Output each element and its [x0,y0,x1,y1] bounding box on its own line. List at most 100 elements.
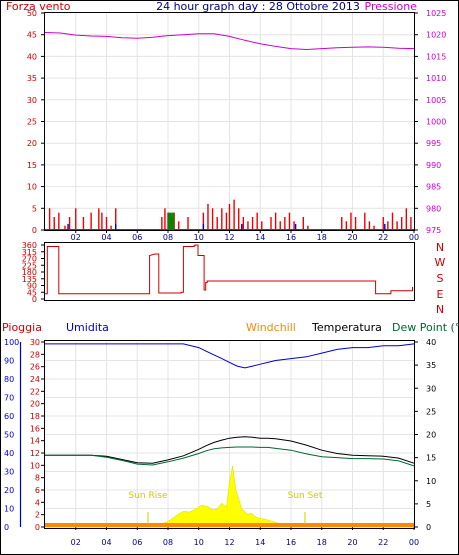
humidity-tick-label: 40 [4,449,14,458]
humidity-tick-label: 30 [4,468,14,477]
wind-tick-label: 20 [27,139,37,148]
time-tick-label: 04 [101,233,111,242]
pressure-tick-label: 995 [426,139,441,148]
pressure-axis-title: Pressione [365,0,418,13]
wind-pressure-time-axis: 02 04 06 08 10 12 14 16 18 20 22 00 [71,230,419,242]
compass-label: W [435,256,446,269]
time-tick-label: 12 [224,538,234,547]
wind-tick-label: 35 [27,74,37,83]
humidity-tick-label: 100 [4,338,19,347]
humidity-tick-label: 70 [4,394,14,403]
wind-tick-label: 40 [27,52,37,61]
rain-tick-label: 4 [35,498,40,507]
dewpoint-series [45,446,415,467]
wind-tick-label: 15 [27,161,37,170]
pressure-axis: 975 980 985 990 995 1000 1005 1010 1015 1020 1025 [414,9,446,235]
rain-tick-label: 24 [30,375,40,384]
pressure-tick-label: 1020 [426,31,446,40]
time-tick-label: 16 [286,233,296,242]
humidity-tick-label: 0 [4,523,9,532]
rain-tick-label: 30 [30,338,40,347]
temperature-tick-label: 10 [426,477,436,486]
direction-tick-label: 270 [22,255,37,264]
wind-speed-axis: 0 5 10 15 20 25 30 35 40 45 50 [27,9,45,235]
direction-tick-label: 0 [32,295,37,304]
legend-dewpoint: Dew Point (°C [392,321,459,334]
rain-tick-label: 6 [35,486,40,495]
temp-humidity-grid [45,342,414,527]
humidity-tick-label: 80 [4,375,14,384]
time-tick-label: 16 [286,538,296,547]
time-tick-label: 14 [255,538,265,547]
pressure-tick-label: 985 [426,183,441,192]
rain-tick-label: 14 [30,437,40,446]
wind-tick-label: 45 [27,31,37,40]
direction-tick-label: 90 [27,282,37,291]
time-tick-label: 00 [409,233,419,242]
pressure-tick-label: 1005 [426,96,446,105]
humidity-series [45,343,415,369]
time-tick-label: 10 [194,538,204,547]
pressure-tick-label: 1025 [426,9,446,18]
time-tick-label: 04 [101,538,111,547]
pressure-tick-label: 990 [426,161,441,170]
compass-label: N [436,303,444,316]
rain-tick-label: 18 [30,412,40,421]
time-tick-label: 08 [163,233,173,242]
gust-marker [115,223,117,230]
time-tick-label: 20 [347,538,357,547]
temperature-series [45,436,415,464]
wind-axis-title: Forza vento [6,0,71,13]
rain-tick-label: 28 [30,350,40,359]
wind-tick-label: 50 [27,9,37,18]
temperature-tick-label: 15 [426,454,436,463]
direction-tick-label: 135 [22,275,37,284]
direction-tick-label: 360 [22,241,37,250]
chart-title: 24 hour graph day : 28 Ottobre 2013 [156,0,360,13]
wind-tick-label: 0 [32,226,37,235]
humidity-tick-label: 60 [4,412,14,421]
time-tick-label: 10 [194,233,204,242]
wind-tick-label: 30 [27,96,37,105]
compass-label: N [436,241,444,254]
rain-tick-label: 8 [35,474,40,483]
rain-tick-label: 0 [35,523,40,532]
pressure-tick-label: 975 [426,226,441,235]
humidity-tick-label: 20 [4,486,14,495]
direction-tick-label: 180 [22,268,37,277]
sun-rise-label: Sun Rise [129,491,168,501]
temperature-axis: 0 5 10 15 20 25 30 35 40 [414,338,436,532]
pressure-tick-label: 1000 [426,118,446,127]
time-tick-label: 00 [409,538,419,547]
direction-tick-label: 45 [27,288,37,297]
time-tick-label: 18 [317,233,327,242]
rain-tick-label: 26 [30,363,40,372]
time-tick-label: 02 [71,538,81,547]
pressure-series [44,32,415,51]
gust-marker [202,223,205,230]
sun-set-label: Sun Set [288,491,323,501]
temperature-tick-label: 30 [426,384,436,393]
legend-temperature: Temperatura [311,321,382,334]
time-tick-label: 06 [132,233,142,242]
temp-humidity-time-axis: 02 04 06 08 10 12 14 16 18 20 22 00 [71,527,419,547]
temperature-tick-label: 40 [426,338,436,347]
humidity-label: Umidita [66,321,109,334]
temperature-tick-label: 35 [426,361,436,370]
humidity-tick-label: 90 [4,357,14,366]
gust-marker [241,223,243,230]
time-tick-label: 20 [347,233,357,242]
temperature-tick-label: 0 [426,523,431,532]
direction-tick-label: 225 [22,261,37,270]
compass-label: S [437,272,444,285]
time-tick-label: 18 [317,538,327,547]
compass-label: E [437,288,444,301]
humidity-axis: 0 10 20 30 40 50 60 70 80 90 100 [4,338,22,532]
gust-marker [294,223,297,230]
wind-pressure-grid [45,13,414,230]
temperature-tick-label: 5 [426,500,431,509]
